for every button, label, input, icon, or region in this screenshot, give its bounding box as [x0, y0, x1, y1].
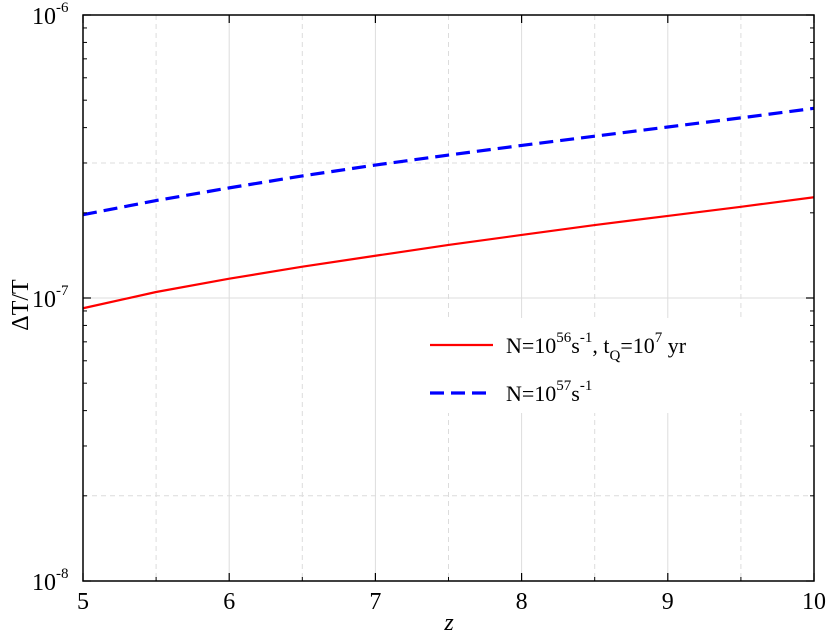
x-tick-label: 7: [369, 589, 381, 615]
series-line-1: [82, 196, 815, 310]
legend: N=1056s-1, tQ=107 yr N=1057s-1: [420, 318, 750, 413]
legend-label-series-1: N=1056s-1, tQ=107 yr: [506, 330, 687, 364]
x-axis-label: z: [443, 610, 454, 633]
x-tick-label: 8: [516, 589, 528, 615]
y-axis-label: ΔT/T: [8, 279, 34, 331]
axis-ticks: 5 6 7 8 9 10 10-8 10-7 10-6: [32, 0, 826, 615]
legend-label-series-2: N=1057s-1: [506, 378, 592, 406]
plot-lines: [82, 106, 815, 310]
y-tick-label: 10-8: [32, 566, 69, 596]
x-tick-label: 5: [77, 589, 89, 615]
series-line-2: [82, 106, 815, 217]
y-tick-label: 10-7: [32, 283, 69, 313]
x-tick-label: 6: [223, 589, 235, 615]
x-tick-label: 10: [802, 589, 826, 615]
grid: [83, 15, 814, 581]
x-tick-label: 9: [662, 589, 674, 615]
y-tick-label: 10-6: [32, 0, 69, 30]
legend-background: [420, 318, 750, 413]
